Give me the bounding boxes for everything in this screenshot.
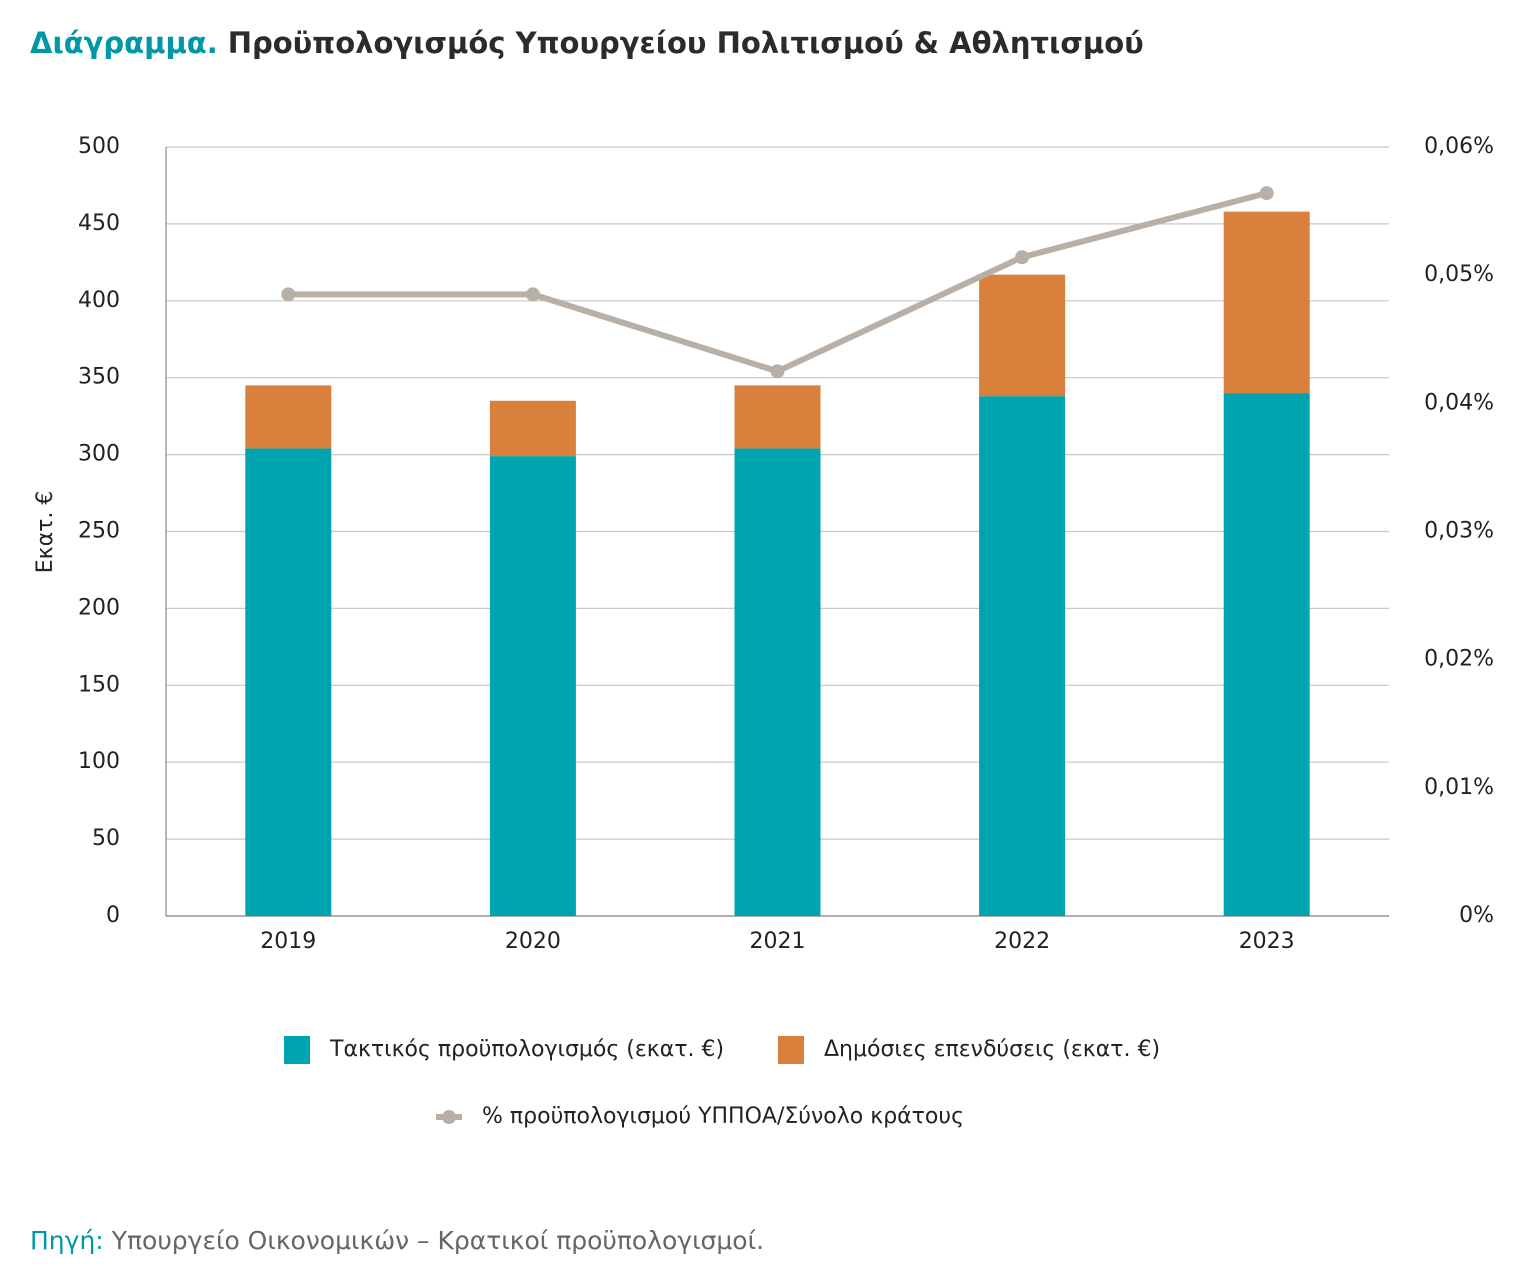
y2-tick-label: 0,04% bbox=[1424, 390, 1494, 415]
bar bbox=[1223, 211, 1310, 394]
chart-title: Διάγραμμα. Προϋπολογισμός Υπουργείου Πολι… bbox=[30, 26, 1144, 60]
title-prefix: Διάγραμμα. bbox=[30, 26, 218, 60]
source: Πηγή: Υπουργείο Οικονομικών – Κρατικοί πρ… bbox=[30, 1226, 764, 1255]
y-tick-label: 200 bbox=[78, 595, 120, 620]
y2-tick-label: 0% bbox=[1459, 903, 1494, 928]
y2-tick-label: 0,02% bbox=[1424, 647, 1494, 672]
y-tick-label: 150 bbox=[78, 672, 120, 697]
bar bbox=[979, 274, 1066, 397]
y-tick-label: 350 bbox=[78, 365, 120, 390]
line bbox=[288, 190, 1268, 375]
bar bbox=[245, 448, 332, 916]
bar bbox=[489, 456, 576, 916]
bar bbox=[1223, 393, 1310, 917]
bar bbox=[734, 385, 821, 449]
legend-swatch bbox=[284, 1036, 310, 1064]
line-point bbox=[1259, 186, 1274, 201]
bar bbox=[489, 400, 576, 457]
y2-tick-label: 0,05% bbox=[1424, 262, 1494, 287]
line-point bbox=[525, 287, 540, 302]
y-tick-label: 300 bbox=[78, 442, 120, 467]
legend-label: Δημόσιες επενδύσεις (εκατ. €) bbox=[824, 1037, 1160, 1062]
bar bbox=[979, 396, 1066, 916]
x-tick-label: 2023 bbox=[1239, 929, 1295, 954]
legend-swatch bbox=[778, 1036, 804, 1064]
line-point bbox=[770, 364, 785, 379]
bar bbox=[734, 448, 821, 916]
legend-label: % προϋπολογισμού ΥΠΠΟΑ/Σύνολο κράτους bbox=[482, 1104, 964, 1129]
y-tick-label: 250 bbox=[78, 519, 120, 544]
y-tick-label: 400 bbox=[78, 288, 120, 313]
y2-tick-label: 0,03% bbox=[1424, 519, 1494, 544]
y-axis-label: Εκατ. € bbox=[33, 491, 58, 574]
y2-tick-label: 0,01% bbox=[1424, 775, 1494, 800]
line-point bbox=[1015, 250, 1030, 265]
x-tick-label: 2020 bbox=[505, 929, 561, 954]
x-tick-label: 2019 bbox=[260, 929, 316, 954]
source-text: Υπουργείο Οικονομικών – Κρατικοί προϋπολ… bbox=[111, 1226, 764, 1255]
legend-marker bbox=[442, 1110, 456, 1124]
line-point bbox=[281, 287, 296, 302]
y2-tick-label: 0,06% bbox=[1424, 134, 1494, 159]
y-tick-label: 100 bbox=[78, 749, 120, 774]
y-tick-label: 0 bbox=[106, 903, 120, 928]
bar bbox=[245, 385, 332, 449]
x-tick-label: 2021 bbox=[750, 929, 806, 954]
title-text: Προϋπολογισμός Υπουργείου Πολιτισμού & Α… bbox=[228, 26, 1144, 60]
x-tick-label: 2022 bbox=[994, 929, 1050, 954]
y-tick-label: 50 bbox=[92, 826, 120, 851]
source-label: Πηγή: bbox=[30, 1226, 104, 1255]
y-tick-label: 450 bbox=[78, 211, 120, 236]
y-tick-label: 500 bbox=[78, 134, 120, 159]
legend-label: Τακτικός προϋπολογισμός (εκατ. €) bbox=[329, 1037, 724, 1062]
